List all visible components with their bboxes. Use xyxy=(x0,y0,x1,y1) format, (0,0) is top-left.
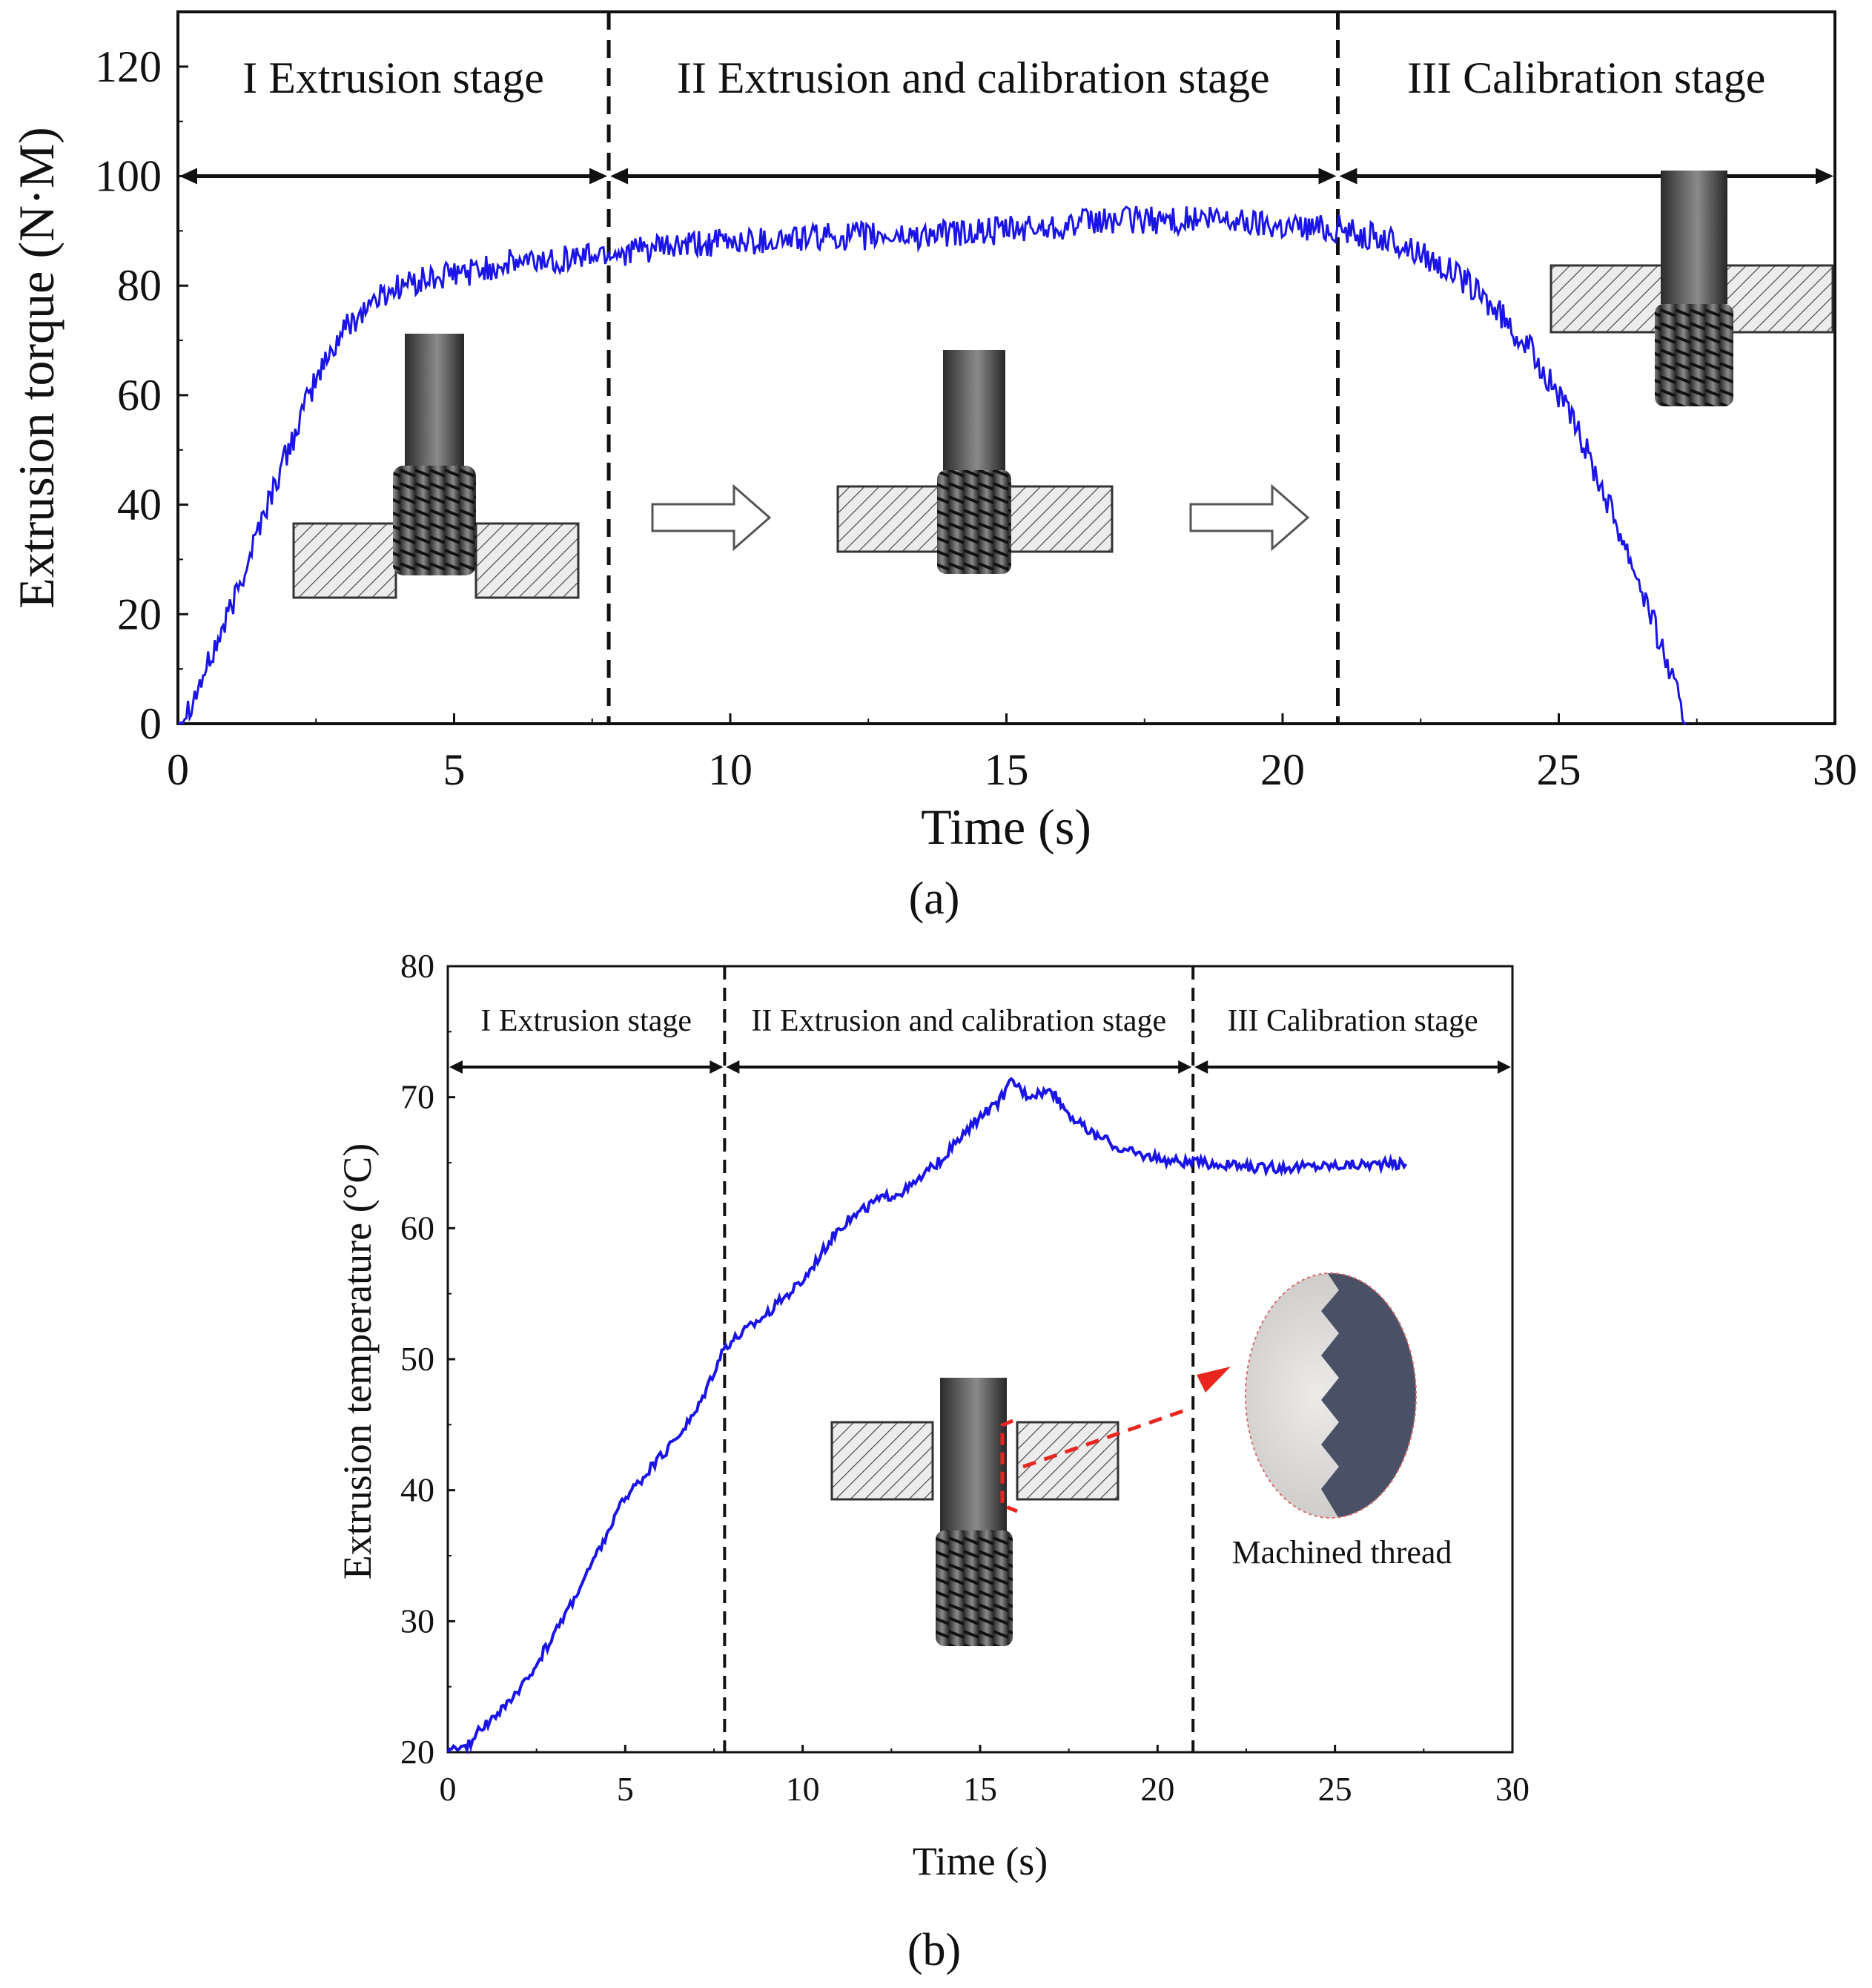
tap-through-workpiece-inset xyxy=(830,1367,1231,1646)
x-tick-label: 5 xyxy=(617,1770,634,1808)
stage-arrow-head xyxy=(589,168,608,185)
right-arrow-icon xyxy=(651,483,772,552)
stage-label: II Extrusion and calibration stage xyxy=(751,1004,1166,1038)
y-tick-label: 30 xyxy=(400,1602,434,1639)
x-tick-label: 15 xyxy=(963,1770,997,1808)
x-tick-label: 30 xyxy=(1813,745,1857,794)
y-tick-label: 20 xyxy=(117,590,162,638)
stage-dividers xyxy=(606,12,1340,724)
stage-arrows xyxy=(179,168,1833,185)
temperature-chart: 0 5 10 15 20 25 30 20 30 40 50 60 70 80 … xyxy=(335,947,1529,1975)
x-tick-label: 20 xyxy=(1260,745,1305,794)
stage-label: II Extrusion and calibration stage xyxy=(677,53,1270,102)
stage-label: I Extrusion stage xyxy=(480,1004,692,1038)
stage-arrow-head xyxy=(610,168,629,185)
tap-entering-workpiece-inset xyxy=(292,334,580,599)
x-tick-label: 10 xyxy=(708,745,753,794)
x-axis-label: Time (s) xyxy=(921,799,1091,855)
temperature-series-line xyxy=(446,1077,1408,1754)
y-tick-label: 60 xyxy=(117,371,162,420)
x-tick-labels: 0 5 10 15 20 25 30 xyxy=(167,745,1857,794)
y-tick-label: 0 xyxy=(139,699,162,748)
stage-label: III Calibration stage xyxy=(1407,53,1765,102)
y-axis-label: Extrusion temperature (°C) xyxy=(335,1143,380,1579)
tap-emerging-workpiece-inset xyxy=(1549,171,1834,406)
x-tick-label: 5 xyxy=(443,745,466,794)
stage-arrow-head xyxy=(726,1060,740,1074)
tap-through-workpiece-inset xyxy=(836,350,1114,574)
stage-label: I Extrusion stage xyxy=(242,53,544,102)
x-tick-label: 15 xyxy=(985,745,1029,794)
x-tick-label: 25 xyxy=(1318,1770,1352,1808)
x-tick-label: 0 xyxy=(440,1770,457,1808)
torque-series-line xyxy=(178,205,1686,725)
y-tick-label: 40 xyxy=(117,481,162,529)
stage-arrow-head xyxy=(710,1060,724,1074)
y-tick-label: 70 xyxy=(400,1078,434,1116)
torque-chart: 0 5 10 15 20 25 30 0 20 40 60 80 100 120… xyxy=(8,10,1857,924)
y-tick-label: 80 xyxy=(117,261,162,310)
stage-arrow-head xyxy=(1318,168,1337,185)
tick-marks xyxy=(446,965,1514,1754)
caption-b: (b) xyxy=(907,1925,961,1975)
y-tick-label: 80 xyxy=(400,947,434,985)
y-tick-label: 40 xyxy=(400,1471,434,1509)
machined-thread-label: Machined thread xyxy=(1232,1534,1452,1571)
y-tick-label: 20 xyxy=(400,1733,434,1771)
x-tick-labels: 0 5 10 15 20 25 30 xyxy=(440,1770,1530,1808)
stage-dividers xyxy=(723,966,1195,1752)
y-tick-label: 100 xyxy=(95,152,162,201)
y-tick-label: 50 xyxy=(400,1340,434,1378)
stage-arrow-head xyxy=(1178,1060,1192,1074)
x-tick-label: 0 xyxy=(167,745,189,794)
x-tick-label: 20 xyxy=(1140,1770,1174,1808)
y-axis-label: Extrusion torque (N·M) xyxy=(8,127,65,609)
stage-arrow-head xyxy=(1816,168,1833,185)
stage-labels: I Extrusion stage II Extrusion and calib… xyxy=(480,1004,1478,1038)
right-arrow-icon xyxy=(1189,483,1310,552)
x-tick-label: 25 xyxy=(1537,745,1581,794)
x-axis-label: Time (s) xyxy=(913,1839,1048,1883)
stage-labels: I Extrusion stage II Extrusion and calib… xyxy=(242,53,1765,102)
y-tick-labels: 20 30 40 50 60 70 80 xyxy=(400,947,434,1771)
stage-arrows xyxy=(449,1060,1511,1074)
y-tick-label: 60 xyxy=(400,1209,434,1246)
stage-arrow-head xyxy=(1339,168,1357,185)
y-tick-label: 120 xyxy=(95,42,162,91)
stage-arrow-head xyxy=(449,1060,463,1074)
y-tick-labels: 0 20 40 60 80 100 120 xyxy=(95,42,162,748)
x-tick-label: 10 xyxy=(786,1770,820,1808)
x-tick-label: 30 xyxy=(1495,1770,1529,1808)
thread-closeup-inset xyxy=(1245,1272,1417,1519)
stage-arrow-head xyxy=(1194,1060,1208,1074)
stage-label: III Calibration stage xyxy=(1227,1004,1478,1038)
stage-arrow-head xyxy=(1498,1060,1511,1074)
stage-arrow-head xyxy=(179,168,197,185)
caption-a: (a) xyxy=(909,874,960,924)
